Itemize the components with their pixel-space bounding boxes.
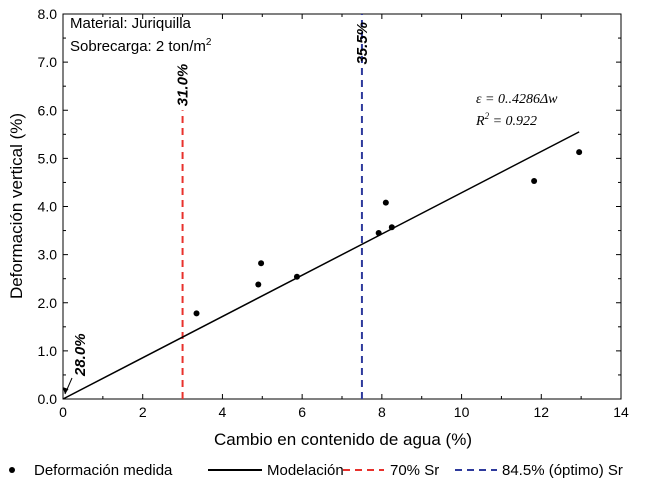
x-tick-label: 6 xyxy=(298,404,306,420)
plot-frame xyxy=(62,13,622,400)
origin-label: 28.0% xyxy=(72,333,89,377)
x-tick-label: 2 xyxy=(139,404,147,420)
y-tick-label: 0.0 xyxy=(38,391,58,407)
data-point xyxy=(388,224,395,231)
y-tick-label: 5.0 xyxy=(38,150,58,166)
x-tick-label: 0 xyxy=(59,404,67,420)
y-axis: 0.0 1.0 2.0 3.0 4.0 5.0 6.0 7.0 8.0 xyxy=(38,6,621,407)
x-tick-label: 10 xyxy=(454,404,470,420)
r2-value: = 0.922 xyxy=(489,114,537,129)
data-point xyxy=(255,281,262,288)
x-axis: 0 2 4 6 8 10 12 14 xyxy=(59,14,629,420)
data-point xyxy=(293,273,300,280)
x-tick-label: 8 xyxy=(378,404,386,420)
vline-70-sr-label: 31.0% xyxy=(175,64,192,107)
legend-label-blue: 84.5% (óptimo) Sr xyxy=(502,462,623,479)
legend-marker-points xyxy=(9,467,15,473)
y-tick-label: 3.0 xyxy=(38,247,58,263)
data-point xyxy=(382,199,389,206)
legend-label-points: Deformación medida xyxy=(34,462,173,479)
r2-label: R2 = 0.922 xyxy=(475,111,537,129)
equation-label: ε = 0..4286Δw xyxy=(476,92,558,107)
y-tick-label: 8.0 xyxy=(38,6,58,22)
r2-prefix: R xyxy=(475,114,485,129)
data-point xyxy=(531,177,538,184)
y-tick-label: 1.0 xyxy=(38,343,58,359)
data-points xyxy=(193,149,583,317)
x-tick-label: 12 xyxy=(533,404,549,420)
data-point xyxy=(375,229,382,236)
load-label: Sobrecarga: 2 ton/m2 xyxy=(70,37,212,55)
legend-label-line: Modelación xyxy=(267,462,344,479)
y-axis-title: Deformación vertical (%) xyxy=(7,113,26,299)
legend-label-red: 70% Sr xyxy=(390,462,439,479)
data-point xyxy=(258,260,265,267)
legend: Deformación medida Modelación 70% Sr 84.… xyxy=(9,462,623,479)
data-point xyxy=(576,149,583,156)
x-tick-label: 14 xyxy=(613,404,629,420)
y-tick-label: 4.0 xyxy=(38,199,58,215)
vline-84-5-sr-label: 35.5% xyxy=(354,22,371,65)
load-label-sup: 2 xyxy=(206,37,212,48)
y-tick-label: 7.0 xyxy=(38,54,58,70)
load-label-main: Sobrecarga: 2 ton/m xyxy=(70,38,206,55)
regression-line xyxy=(62,131,580,400)
y-tick-label: 2.0 xyxy=(38,295,58,311)
y-tick-label: 6.0 xyxy=(38,102,58,118)
r2-sup: 2 xyxy=(485,111,490,121)
x-axis-title: Cambio en contenido de agua (%) xyxy=(214,430,472,449)
material-label: Material: Juriquilla xyxy=(70,15,192,32)
origin-arrowhead xyxy=(62,387,69,394)
x-tick-label: 4 xyxy=(219,404,227,420)
data-point xyxy=(193,310,200,317)
